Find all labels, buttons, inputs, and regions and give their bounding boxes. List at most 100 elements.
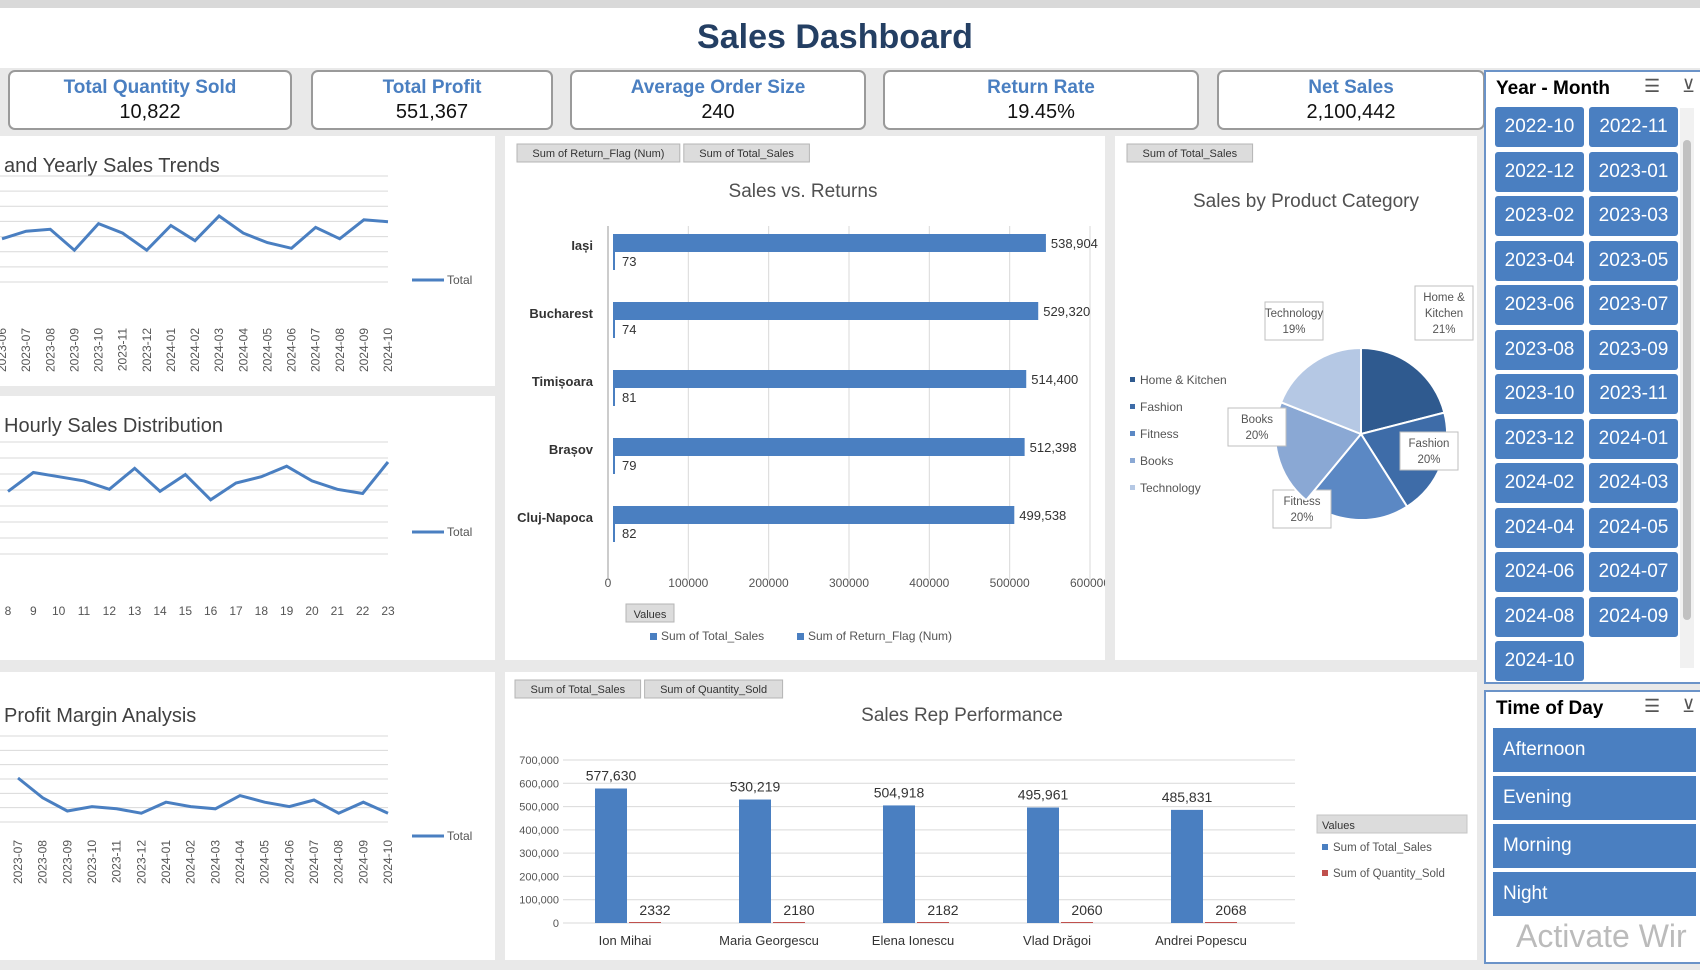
x-tick-label: 2024-04: [236, 328, 250, 372]
series-line-total: [17, 776, 389, 815]
bar-label-return-flag: 74: [622, 322, 636, 337]
slicer-item-2023-03[interactable]: 2023-03: [1589, 196, 1678, 236]
x-tick-label: 2023-07: [11, 840, 25, 884]
data-label: 20%: [1245, 430, 1268, 442]
chart-title: Profit Margin Analysis: [4, 705, 196, 727]
panel-sales-rep: [505, 672, 1477, 960]
x-tick-label: 2024-01: [164, 328, 178, 372]
slicer-item-2022-12[interactable]: 2022-12: [1495, 151, 1584, 192]
x-tick-label: 8: [5, 604, 12, 618]
slicer-item-2023-12[interactable]: 2023-12: [1495, 418, 1584, 459]
slicer-item-2023-11[interactable]: 2023-11: [1589, 374, 1678, 414]
y-tick-label: 700,000: [519, 755, 559, 767]
bar-return-flag: [613, 456, 615, 474]
slicer-item-2024-07[interactable]: 2024-07: [1589, 552, 1678, 592]
kpi-label: Net Sales: [1308, 77, 1394, 98]
legend-label: Fitness: [1140, 427, 1179, 441]
slicer-item-morning[interactable]: Morning: [1493, 824, 1696, 868]
bar-total-sales: [613, 506, 1015, 524]
x-tick-label: 2024-07: [309, 328, 323, 372]
slicer-item-2023-06[interactable]: 2023-06: [1495, 285, 1584, 325]
slicer-item-2023-07[interactable]: 2023-07: [1589, 285, 1678, 325]
slicer-item-2023-02[interactable]: 2023-02: [1495, 196, 1584, 236]
x-tick-label: 500000: [990, 576, 1030, 590]
pie-slice: [1360, 346, 1446, 436]
data-label: 19%: [1282, 324, 1305, 336]
title-bar: Sales Dashboard: [0, 8, 1700, 68]
slicer-item-afternoon[interactable]: Afternoon: [1493, 728, 1696, 772]
x-tick-label: 2024-06: [282, 840, 296, 884]
x-tick-label: 12: [103, 604, 117, 618]
bar-quantity-sold: [773, 922, 805, 923]
legend-label-total: Total: [447, 829, 472, 843]
clear-filter-icon[interactable]: ⊻: [1682, 76, 1696, 96]
series-line-total: [7, 461, 390, 502]
data-label: 20%: [1417, 454, 1440, 466]
category-label: Brașov: [549, 442, 594, 457]
profit-margin-chart: Profit Margin Analysis 2023-07 2023-08 2023…: [0, 705, 472, 884]
slicer-item-2024-04[interactable]: 2024-04: [1495, 507, 1584, 548]
x-tick-label: 2023-11: [116, 328, 130, 371]
x-tick-label: 14: [153, 604, 167, 618]
legend-label: Books: [1140, 454, 1173, 468]
slicer-item-2023-09[interactable]: 2023-09: [1589, 329, 1678, 370]
slicer-item-2023-04[interactable]: 2023-04: [1495, 240, 1584, 281]
slicer-item-2023-01[interactable]: 2023-01: [1589, 151, 1678, 192]
kpi-value: 10,822: [119, 101, 181, 123]
x-tick-label: 9: [30, 604, 37, 618]
slicer-item-2023-05[interactable]: 2023-05: [1589, 240, 1678, 281]
panel-profit-margin: [0, 672, 495, 960]
x-tick-label: 2024-05: [258, 840, 272, 884]
field-button: [1126, 143, 1254, 163]
legend-swatch: [1130, 431, 1135, 436]
values-header: [1316, 814, 1468, 834]
bar-label-quantity-sold: 2060: [1071, 902, 1102, 918]
kpi-card-quantity: Total Quantity Sold 10,822: [8, 70, 292, 130]
slicer-item-2022-11[interactable]: 2022-11: [1589, 107, 1678, 147]
slicer-item-2022-10[interactable]: 2022-10: [1495, 107, 1584, 147]
field-button-label: Sum of Quantity_Sold: [660, 684, 767, 696]
slicer-item-2024-03[interactable]: 2024-03: [1589, 463, 1678, 503]
x-tick-label: 15: [179, 604, 193, 618]
panel-monthly-trend: [0, 136, 495, 386]
data-label-box: [1414, 285, 1474, 341]
x-tick-label: 2023-10: [85, 840, 99, 884]
slicer-item-2024-09[interactable]: 2024-09: [1589, 596, 1678, 637]
y-tick-label: 200,000: [519, 871, 559, 883]
multi-select-icon[interactable]: ☰: [1644, 696, 1661, 716]
field-button-label: Sum of Total_Sales: [699, 148, 794, 160]
slicer-item-night[interactable]: Night: [1493, 872, 1696, 916]
slicer-item-2023-10[interactable]: 2023-10: [1495, 374, 1584, 414]
slicer-item-evening[interactable]: Evening: [1493, 776, 1696, 820]
bar-total-sales: [613, 438, 1025, 456]
values-button-label: Values: [634, 609, 667, 621]
slicer-item-2024-05[interactable]: 2024-05: [1589, 507, 1678, 548]
slicer-scroll-thumb[interactable]: [1683, 140, 1691, 620]
legend-swatch: [797, 633, 804, 640]
x-tick-label: 2024-06: [285, 328, 299, 372]
bar-label-total-sales: 530,219: [730, 779, 781, 795]
multi-select-icon[interactable]: ☰: [1644, 76, 1661, 96]
bar-label-return-flag: 79: [622, 458, 636, 473]
slicer-item-2024-10[interactable]: 2024-10: [1495, 641, 1584, 681]
category-label: Vlad Drăgoi: [1023, 933, 1091, 948]
y-tick-label: 100,000: [519, 895, 559, 907]
slicer-item-2024-01[interactable]: 2024-01: [1589, 418, 1678, 459]
legend-label: Sum of Total_Sales: [661, 629, 764, 643]
kpi-label: Return Rate: [987, 77, 1095, 98]
data-label: Books: [1241, 414, 1273, 426]
data-label: Technology: [1265, 308, 1323, 320]
x-tick-label: 2024-02: [184, 840, 198, 884]
slicer-item-2024-06[interactable]: 2024-06: [1495, 552, 1584, 592]
bar-total-sales: [613, 370, 1027, 388]
legend-swatch: [1322, 844, 1328, 850]
legend-swatch: [1130, 404, 1135, 409]
slicer-item-2024-02[interactable]: 2024-02: [1495, 463, 1584, 503]
chart-title: Sales Rep Performance: [861, 705, 1063, 726]
clear-filter-icon[interactable]: ⊻: [1682, 696, 1696, 716]
slicer-item-2023-08[interactable]: 2023-08: [1495, 329, 1584, 370]
x-tick-label: 16: [204, 604, 218, 618]
field-button-label: Sum of Return_Flag (Num): [532, 148, 664, 160]
bar-total-sales: [613, 302, 1039, 320]
slicer-item-2024-08[interactable]: 2024-08: [1495, 596, 1584, 637]
